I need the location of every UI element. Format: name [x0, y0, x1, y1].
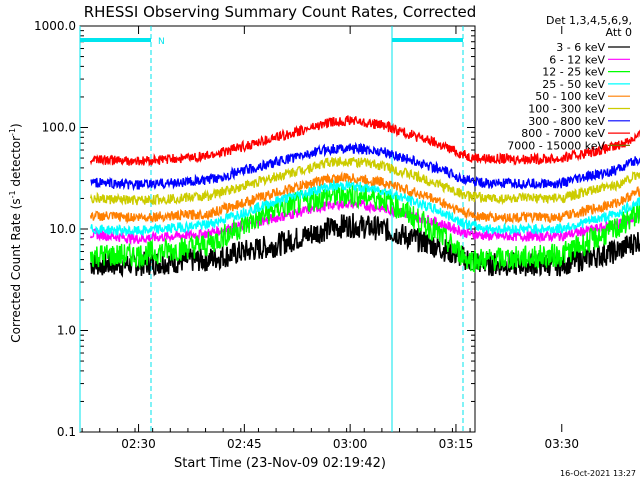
svg-text:Corrected Count Rate (s-1 dete: Corrected Count Rate (s-1 detector-1) — [8, 123, 23, 342]
legend-header: Det 1,3,4,5,6,9, — [546, 14, 632, 27]
legend-entry: 6 - 12 keV — [549, 53, 605, 66]
series-line — [89, 156, 640, 206]
plot-area: 1000.0 100.0 10.0 1.0 0.1 02:30 02:45 03:00 03:1… — [34, 19, 640, 451]
legend-entry: 50 - 100 keV — [535, 90, 605, 103]
legend-entry: 25 - 50 keV — [542, 78, 605, 91]
series-line — [89, 183, 640, 274]
x-tick-label: 03:15 — [439, 437, 474, 451]
series-line — [89, 170, 640, 225]
series-line — [89, 178, 640, 237]
x-tick-label: 03:30 — [544, 437, 579, 451]
series-line — [89, 213, 640, 278]
x-axis-label: Start Time (23-Nov-09 02:19:42) — [174, 456, 386, 471]
x-tick-label: 03:00 — [333, 437, 368, 451]
chart-title: RHESSI Observing Summary Count Rates, Co… — [84, 3, 477, 21]
x-tick-label: 02:45 — [227, 437, 262, 451]
legend-entry: 3 - 6 keV — [556, 41, 605, 54]
series-line — [89, 115, 640, 167]
x-tick-label: 02:30 — [121, 437, 156, 451]
legend-header-att: Att 0 — [606, 26, 632, 39]
y-tick-label: 10.0 — [49, 222, 76, 236]
y-axis-label: Corrected Count Rate (s-1 detector-1) — [8, 123, 23, 342]
legend-entry: 300 - 800 keV — [528, 115, 605, 128]
timestamp: 16-Oct-2021 13:27 — [560, 469, 636, 478]
y-tick-label: 1.0 — [57, 324, 76, 338]
night-label: N — [158, 37, 165, 47]
y-tick-label: 0.1 — [57, 425, 76, 439]
y-tick-label: 100.0 — [42, 121, 76, 135]
legend-entry: 7000 - 15000 keV — [507, 139, 605, 152]
series-line — [90, 141, 640, 192]
y-tick-label: 1000.0 — [34, 19, 76, 33]
legend-entry: 12 - 25 keV — [542, 66, 605, 79]
legend-entry: 100 - 300 keV — [528, 103, 605, 116]
legend-entry: 800 - 7000 keV — [521, 127, 605, 140]
